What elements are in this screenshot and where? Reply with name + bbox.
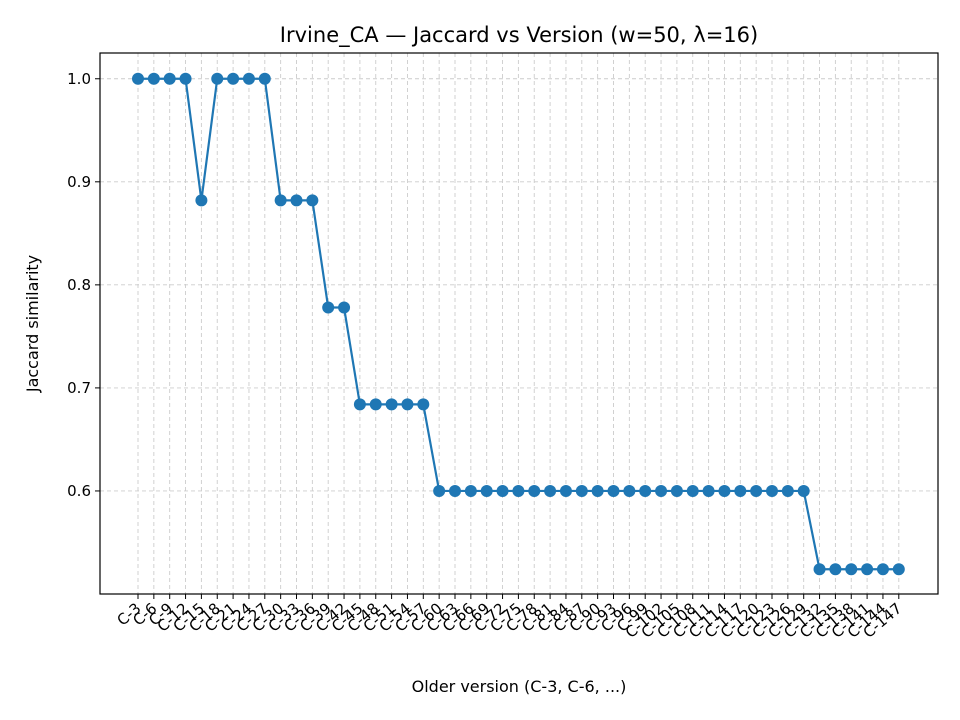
data-point bbox=[417, 398, 430, 411]
data-point bbox=[227, 72, 240, 85]
data-point bbox=[449, 484, 461, 497]
y-tick-label: 0.8 bbox=[67, 276, 91, 294]
data-point bbox=[718, 484, 731, 497]
data-point bbox=[147, 72, 160, 85]
data-point bbox=[369, 398, 382, 411]
data-point bbox=[258, 72, 271, 85]
data-point bbox=[670, 484, 683, 497]
data-point bbox=[195, 194, 208, 207]
data-point bbox=[274, 194, 287, 207]
data-point bbox=[306, 194, 319, 207]
y-axis: 0.6 0.7 0.8 0.9 1.0 bbox=[67, 70, 100, 500]
data-point bbox=[242, 72, 255, 85]
data-point bbox=[464, 484, 477, 497]
chart-title: Irvine_CA — Jaccard vs Version (w=50, λ=… bbox=[280, 23, 758, 48]
y-tick-label: 0.9 bbox=[67, 173, 91, 191]
data-point bbox=[290, 194, 303, 207]
x-axis-label: Older version (C-3, C-6, ...) bbox=[412, 677, 627, 696]
data-point bbox=[813, 563, 826, 576]
data-point bbox=[575, 484, 588, 497]
data-point bbox=[132, 72, 144, 85]
data-point bbox=[766, 484, 778, 497]
plot-frame bbox=[99, 52, 939, 595]
data-point bbox=[496, 484, 509, 497]
data-point bbox=[480, 484, 493, 497]
grid-layer bbox=[100, 53, 938, 594]
data-point bbox=[623, 484, 636, 497]
data-point bbox=[876, 563, 889, 576]
data-point bbox=[338, 301, 351, 314]
series-layer bbox=[132, 72, 905, 576]
data-point bbox=[353, 398, 366, 411]
data-point bbox=[385, 398, 398, 411]
data-point bbox=[861, 563, 874, 576]
data-point bbox=[179, 72, 192, 85]
y-tick-label: 0.7 bbox=[67, 379, 91, 397]
data-point bbox=[686, 484, 699, 497]
y-tick-label: 1.0 bbox=[67, 70, 91, 88]
data-point bbox=[211, 72, 224, 85]
data-point bbox=[544, 484, 557, 497]
data-point bbox=[559, 484, 572, 497]
data-point bbox=[433, 484, 446, 497]
data-point bbox=[702, 484, 715, 497]
data-point bbox=[845, 563, 858, 576]
data-point bbox=[163, 72, 176, 85]
data-point bbox=[401, 398, 414, 411]
data-point bbox=[750, 484, 763, 497]
data-point bbox=[892, 563, 905, 576]
data-point bbox=[528, 484, 541, 497]
data-point bbox=[797, 484, 810, 497]
data-point bbox=[781, 484, 794, 497]
data-point bbox=[607, 484, 620, 497]
y-axis-label: Jaccard similarity bbox=[23, 255, 42, 393]
data-point bbox=[829, 563, 842, 576]
data-point bbox=[591, 484, 604, 497]
data-point bbox=[322, 301, 335, 314]
data-point bbox=[655, 484, 668, 497]
data-point bbox=[639, 484, 652, 497]
y-tick-label: 0.6 bbox=[67, 482, 91, 500]
data-point bbox=[734, 484, 747, 497]
data-point bbox=[512, 484, 525, 497]
